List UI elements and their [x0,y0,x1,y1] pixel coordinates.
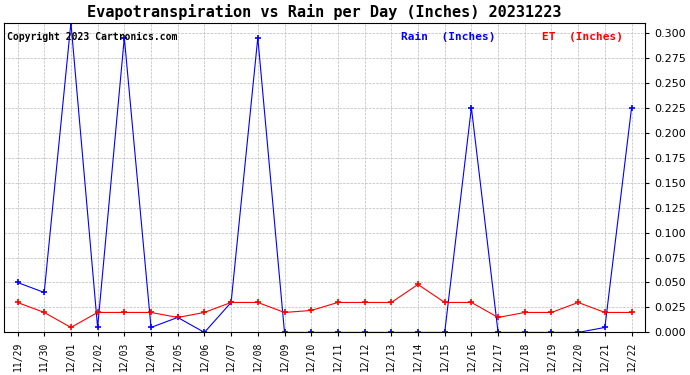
Text: Rain  (Inches): Rain (Inches) [402,32,496,42]
ET  (Inches) [147,310,155,315]
ET  (Inches) [307,308,315,313]
Rain  (Inches) [334,330,342,334]
ET  (Inches) [387,300,395,305]
Line: Rain  (Inches): Rain (Inches) [14,20,634,335]
ET  (Inches) [120,310,128,315]
ET  (Inches) [547,310,555,315]
ET  (Inches) [440,300,449,305]
ET  (Inches) [574,300,582,305]
Rain  (Inches) [13,280,21,285]
Rain  (Inches) [547,330,555,334]
ET  (Inches) [227,300,235,305]
Rain  (Inches) [307,330,315,334]
Rain  (Inches) [280,330,288,334]
Text: ET  (Inches): ET (Inches) [542,32,623,42]
Rain  (Inches) [467,105,475,110]
Rain  (Inches) [93,325,101,330]
Rain  (Inches) [200,330,208,334]
Rain  (Inches) [227,300,235,305]
ET  (Inches) [360,300,368,305]
Line: ET  (Inches): ET (Inches) [14,282,634,330]
ET  (Inches) [174,315,182,320]
ET  (Inches) [601,310,609,315]
ET  (Inches) [93,310,101,315]
Rain  (Inches) [387,330,395,334]
Rain  (Inches) [521,330,529,334]
Rain  (Inches) [174,315,182,320]
ET  (Inches) [414,282,422,287]
Title: Evapotranspiration vs Rain per Day (Inches) 20231223: Evapotranspiration vs Rain per Day (Inch… [88,4,562,20]
ET  (Inches) [280,310,288,315]
ET  (Inches) [40,310,48,315]
Rain  (Inches) [254,36,262,40]
Rain  (Inches) [494,330,502,334]
Rain  (Inches) [414,330,422,334]
ET  (Inches) [254,300,262,305]
Rain  (Inches) [67,21,75,25]
Rain  (Inches) [120,36,128,40]
ET  (Inches) [200,310,208,315]
ET  (Inches) [467,300,475,305]
Text: Copyright 2023 Cartronics.com: Copyright 2023 Cartronics.com [8,32,178,42]
ET  (Inches) [13,300,21,305]
Rain  (Inches) [147,325,155,330]
ET  (Inches) [494,315,502,320]
Rain  (Inches) [440,330,449,334]
Rain  (Inches) [627,105,635,110]
Rain  (Inches) [360,330,368,334]
Rain  (Inches) [40,290,48,295]
Rain  (Inches) [601,325,609,330]
ET  (Inches) [67,325,75,330]
Rain  (Inches) [574,330,582,334]
ET  (Inches) [521,310,529,315]
ET  (Inches) [334,300,342,305]
ET  (Inches) [627,310,635,315]
